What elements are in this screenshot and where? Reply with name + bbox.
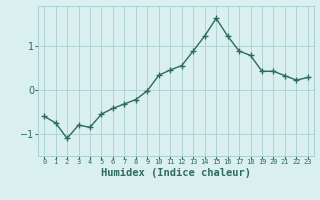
X-axis label: Humidex (Indice chaleur): Humidex (Indice chaleur) xyxy=(101,168,251,178)
